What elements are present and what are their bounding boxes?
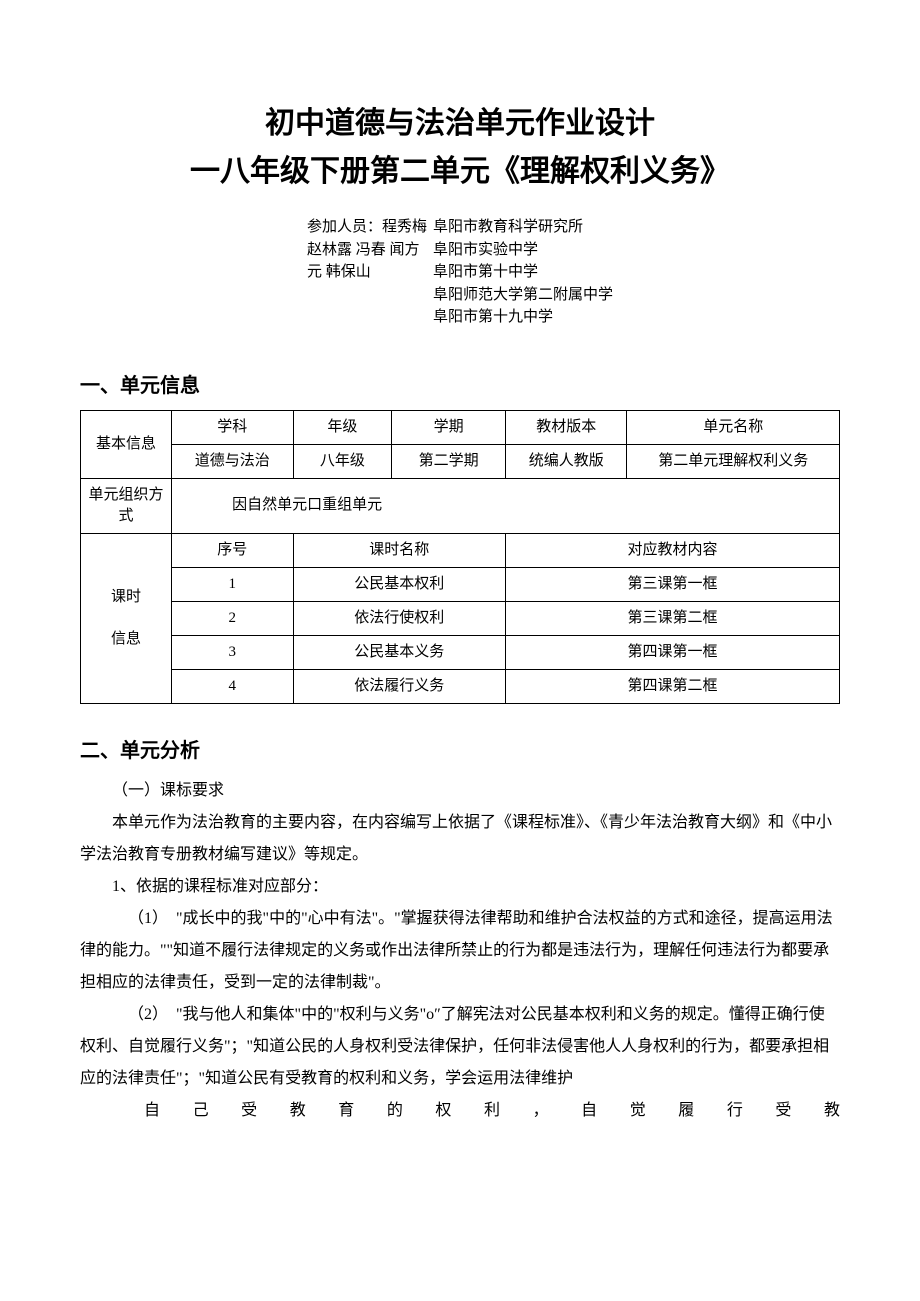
cell-value-semester: 第二学期: [392, 444, 506, 478]
table-row: 4 依法履行义务 第四课第二框: [81, 669, 840, 703]
cell-basic-info-label: 基本信息: [81, 410, 172, 478]
cell-org-label: 单元组织方式: [81, 478, 172, 533]
cell-header-unitname: 单元名称: [627, 410, 840, 444]
paragraph: （1） "成长中的我"中的"心中有法"。"掌握获得法律帮助和维护合法权益的方式和…: [80, 903, 840, 999]
cell-header-grade: 年级: [293, 410, 392, 444]
cell-header-subject: 学科: [172, 410, 293, 444]
author-line: 参加人员：程秀梅: [307, 216, 427, 239]
title-block: 初中道德与法治单元作业设计 一八年级下册第二单元《理解权利义务》: [80, 100, 840, 196]
cell-org-value: 因自然单元口重组单元: [172, 478, 840, 533]
section-2-body: （一）课标要求 本单元作为法治教育的主要内容，在内容编写上依据了《课程标准》、《…: [80, 775, 840, 1127]
affiliation-line: 阜阳市第十九中学: [433, 306, 613, 329]
cell-header-semester: 学期: [392, 410, 506, 444]
cell-header-edition: 教材版本: [506, 410, 627, 444]
cell-lesson-info-label: 课时 信息: [81, 533, 172, 703]
paragraph: 本单元作为法治教育的主要内容，在内容编写上依据了《课程标准》、《青少年法治教育大…: [80, 807, 840, 871]
cell-lesson-no: 1: [172, 567, 293, 601]
cell-lesson-name: 依法行使权利: [293, 601, 506, 635]
paragraph: （2） "我与他人和集体"中的"权利与义务"o″了解宪法对公民基本权利和义务的规…: [80, 999, 840, 1095]
author-line: 赵林露 冯春 闻方: [307, 239, 427, 262]
cell-header-lesson-name: 课时名称: [293, 533, 506, 567]
affiliation-line: 阜阳市教育科学研究所: [433, 216, 613, 239]
paragraph: 自己受教育的权利，自觉履行受教: [80, 1095, 840, 1127]
table-row: 课时 信息 序号 课时名称 对应教材内容: [81, 533, 840, 567]
unit-info-table: 基本信息 学科 年级 学期 教材版本 单元名称 道德与法治 八年级 第二学期 统…: [80, 410, 840, 704]
table-row: 3 公民基本义务 第四课第一框: [81, 635, 840, 669]
subsection-heading: （一）课标要求: [80, 775, 840, 807]
cell-value-grade: 八年级: [293, 444, 392, 478]
table-row: 1 公民基本权利 第三课第一框: [81, 567, 840, 601]
title-line-1: 初中道德与法治单元作业设计: [80, 100, 840, 148]
document-page: 初中道德与法治单元作业设计 一八年级下册第二单元《理解权利义务》 参加人员：程秀…: [0, 0, 920, 1187]
author-affiliations: 阜阳市教育科学研究所 阜阳市实验中学 阜阳市第十中学 阜阳师范大学第二附属中学 …: [433, 216, 613, 329]
title-line-2: 一八年级下册第二单元《理解权利义务》: [80, 148, 840, 196]
cell-lesson-no: 4: [172, 669, 293, 703]
author-block: 参加人员：程秀梅 赵林露 冯春 闻方 元 韩保山 阜阳市教育科学研究所 阜阳市实…: [80, 216, 840, 329]
cell-lesson-content: 第四课第一框: [506, 635, 840, 669]
section-1-heading: 一、单元信息: [80, 369, 840, 398]
author-line: 元 韩保山: [307, 261, 427, 284]
affiliation-line: 阜阳师范大学第二附属中学: [433, 284, 613, 307]
cell-lesson-no: 3: [172, 635, 293, 669]
cell-lesson-name: 依法履行义务: [293, 669, 506, 703]
author-names: 参加人员：程秀梅 赵林露 冯春 闻方 元 韩保山: [307, 216, 433, 329]
table-row: 2 依法行使权利 第三课第二框: [81, 601, 840, 635]
affiliation-line: 阜阳市实验中学: [433, 239, 613, 262]
table-row: 单元组织方式 因自然单元口重组单元: [81, 478, 840, 533]
cell-lesson-content: 第三课第一框: [506, 567, 840, 601]
cell-value-edition: 统编人教版: [506, 444, 627, 478]
table-row: 基本信息 学科 年级 学期 教材版本 单元名称: [81, 410, 840, 444]
cell-lesson-name: 公民基本义务: [293, 635, 506, 669]
cell-value-unitname: 第二单元理解权利义务: [627, 444, 840, 478]
cell-lesson-no: 2: [172, 601, 293, 635]
section-2-heading: 二、单元分析: [80, 734, 840, 763]
cell-header-no: 序号: [172, 533, 293, 567]
affiliation-line: 阜阳市第十中学: [433, 261, 613, 284]
cell-value-subject: 道德与法治: [172, 444, 293, 478]
cell-lesson-content: 第三课第二框: [506, 601, 840, 635]
cell-lesson-name: 公民基本权利: [293, 567, 506, 601]
cell-header-content: 对应教材内容: [506, 533, 840, 567]
cell-lesson-content: 第四课第二框: [506, 669, 840, 703]
table-row: 道德与法治 八年级 第二学期 统编人教版 第二单元理解权利义务: [81, 444, 840, 478]
paragraph: 1、依据的课程标准对应部分：: [80, 871, 840, 903]
